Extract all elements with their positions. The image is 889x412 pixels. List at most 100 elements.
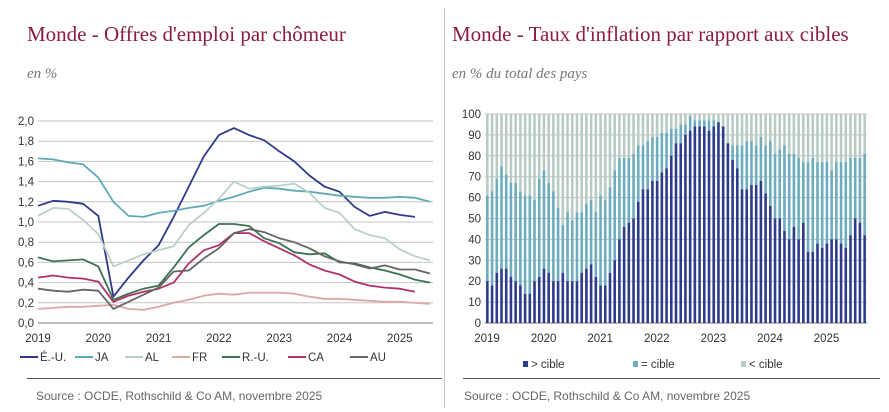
bar-above-target bbox=[853, 218, 857, 323]
bar-at-target bbox=[702, 120, 706, 127]
bar-below-target bbox=[646, 114, 650, 142]
y-tick-label: 60 bbox=[468, 193, 481, 205]
series-line-2 bbox=[37, 180, 431, 268]
bar-at-target bbox=[622, 157, 626, 227]
bar-below-target bbox=[759, 114, 763, 137]
stacked-bar-chart: 0 10 20 30 40 50 60 70 80 90 100 2019 2020 2021 2022 20… bbox=[462, 109, 867, 371]
bar-below-target bbox=[797, 114, 800, 158]
bar-above-target bbox=[740, 189, 744, 323]
bar-below-target bbox=[693, 114, 697, 121]
bar-at-target bbox=[599, 195, 602, 286]
panel-divider bbox=[444, 8, 445, 408]
y-tick-label: 0,4 bbox=[18, 278, 35, 290]
bar-at-target bbox=[566, 212, 569, 282]
bar-above-target bbox=[533, 281, 536, 323]
bar-above-target bbox=[570, 281, 574, 323]
bar-at-target bbox=[575, 212, 579, 282]
chart-subtitle: en % du total des pays bbox=[452, 66, 588, 82]
legend-swatch bbox=[741, 361, 746, 367]
bar-at-target bbox=[806, 162, 810, 252]
bar-below-target bbox=[533, 114, 536, 200]
bar-below-target bbox=[684, 114, 687, 125]
bar-at-target bbox=[589, 199, 593, 265]
bar-below-target bbox=[504, 114, 508, 175]
bar-below-target bbox=[580, 114, 583, 213]
bar-above-target bbox=[802, 222, 805, 323]
bar-at-target bbox=[561, 224, 565, 273]
bar-above-target bbox=[707, 130, 711, 323]
bar-at-target bbox=[533, 199, 536, 282]
bar-above-target bbox=[745, 189, 749, 323]
bar-above-target bbox=[750, 185, 753, 323]
bar-below-target bbox=[589, 114, 593, 200]
bar-at-target bbox=[754, 145, 758, 186]
bar-below-target bbox=[688, 114, 692, 117]
bar-above-target bbox=[655, 180, 659, 323]
bar-below-target bbox=[698, 114, 701, 121]
bar-below-target bbox=[726, 114, 730, 146]
bar-at-target bbox=[504, 174, 508, 269]
bar-above-target bbox=[622, 226, 626, 323]
bar-below-target bbox=[745, 114, 749, 142]
chart-title: Monde - Offres d'emploi par chômeur bbox=[27, 22, 346, 46]
bar-below-target bbox=[599, 114, 602, 196]
series-line-0 bbox=[37, 127, 416, 298]
y-tick-label: 2,0 bbox=[18, 116, 34, 128]
bar-at-target bbox=[651, 136, 654, 181]
bar-above-target bbox=[787, 239, 791, 323]
bar-below-target bbox=[783, 114, 786, 146]
bar-at-target bbox=[528, 195, 532, 294]
bar-above-target bbox=[669, 155, 673, 323]
bar-at-target bbox=[858, 157, 862, 223]
x-tick-label: 2024 bbox=[327, 333, 353, 345]
bar-at-target bbox=[792, 153, 796, 227]
bar-above-target bbox=[632, 218, 635, 323]
bar-at-target bbox=[820, 162, 824, 248]
bar-at-target bbox=[698, 120, 701, 127]
bar-below-target bbox=[740, 114, 744, 146]
bar-above-target bbox=[500, 268, 503, 323]
bar-at-target bbox=[669, 128, 673, 156]
bar-at-target bbox=[627, 157, 631, 223]
y-tick-label: 90 bbox=[468, 130, 481, 142]
bar-below-target bbox=[736, 114, 739, 146]
bar-at-target bbox=[514, 182, 517, 282]
bar-above-target bbox=[792, 226, 796, 323]
bar-below-target bbox=[816, 114, 819, 163]
divider-rule bbox=[463, 378, 880, 379]
bar-below-target bbox=[674, 114, 678, 129]
legend-label: R.-U. bbox=[242, 352, 269, 364]
series-line-5 bbox=[37, 232, 416, 303]
chart-title: Monde - Taux d'inflation par rapport aux… bbox=[452, 22, 849, 46]
job-offers-panel: Monde - Offres d'emploi par chômeur en %… bbox=[0, 0, 444, 412]
bar-below-target bbox=[519, 114, 522, 192]
bar-at-target bbox=[740, 145, 744, 190]
bar-above-target bbox=[783, 231, 786, 323]
x-tick-label: 2023 bbox=[266, 333, 292, 345]
bar-below-target bbox=[500, 114, 503, 167]
bar-below-target bbox=[490, 114, 494, 192]
bar-at-target bbox=[825, 162, 829, 244]
bar-below-target bbox=[707, 114, 711, 121]
bar-at-target bbox=[707, 120, 711, 131]
bar-below-target bbox=[509, 114, 513, 183]
bar-above-target bbox=[721, 126, 725, 323]
bar-above-target bbox=[726, 143, 730, 323]
legend-swatch bbox=[523, 361, 528, 367]
bar-below-target bbox=[641, 114, 645, 146]
y-tick-label: 100 bbox=[462, 109, 481, 121]
bar-above-target bbox=[731, 159, 734, 323]
x-tick-label: 2025 bbox=[814, 333, 840, 345]
bar-at-target bbox=[769, 141, 772, 206]
bar-at-target bbox=[486, 195, 489, 282]
bar-at-target bbox=[712, 120, 716, 127]
bar-above-target bbox=[556, 281, 560, 323]
legend-label: CA bbox=[308, 352, 324, 364]
legend-label: AL bbox=[145, 352, 160, 364]
bar-above-target bbox=[674, 143, 678, 323]
series-line-1 bbox=[37, 157, 431, 218]
bar-at-target bbox=[636, 145, 640, 202]
bar-at-target bbox=[830, 170, 833, 240]
bar-at-target bbox=[802, 162, 805, 223]
y-tick-label: 1,0 bbox=[18, 217, 34, 229]
